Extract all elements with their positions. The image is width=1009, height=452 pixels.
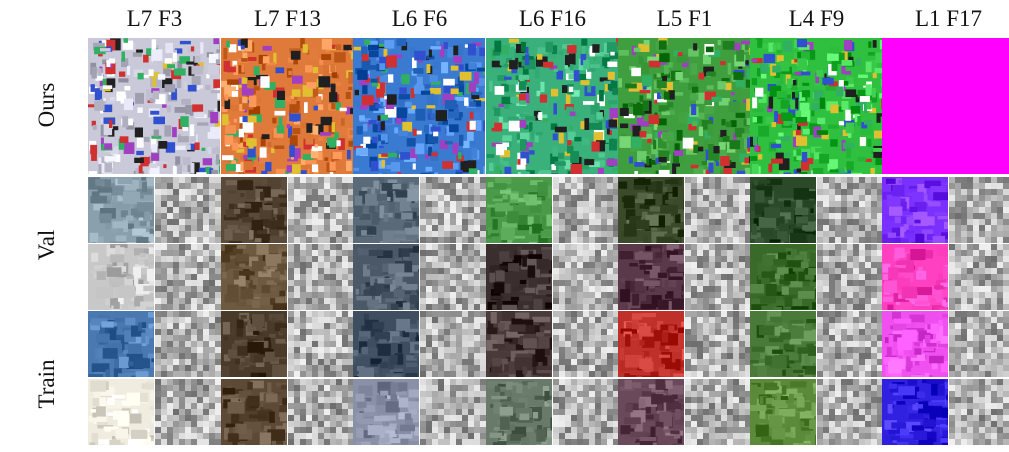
example-image-r1-c2 xyxy=(353,244,419,310)
example-image-r1-c5 xyxy=(750,244,816,310)
ours-visualization-4 xyxy=(618,38,750,174)
attribution-map-r0-c4 xyxy=(685,177,751,243)
attribution-map-r2-c4 xyxy=(685,311,751,377)
ours-visualization-6 xyxy=(882,38,1009,174)
visualization-grid xyxy=(88,38,1009,452)
example-image-r0-c0 xyxy=(88,177,154,243)
example-image-r3-c3 xyxy=(486,379,552,445)
column-header-6: L1 F17 xyxy=(914,6,983,31)
attribution-map-r3-c6 xyxy=(949,379,1009,445)
example-image-r1-c1 xyxy=(221,244,287,310)
column-header-5: L4 F9 xyxy=(788,6,845,31)
row-label-train: Train xyxy=(34,359,59,409)
attribution-map-r1-c1 xyxy=(288,244,354,310)
example-image-r2-c1 xyxy=(221,311,287,377)
row-label-val: Val xyxy=(34,229,59,261)
example-image-r2-c3 xyxy=(486,311,552,377)
example-image-r1-c6 xyxy=(882,244,948,310)
ours-visualization-0 xyxy=(88,38,220,174)
attribution-map-r0-c5 xyxy=(817,177,883,243)
example-image-r0-c3 xyxy=(486,177,552,243)
attribution-map-r0-c1 xyxy=(288,177,354,243)
example-image-r2-c5 xyxy=(750,311,816,377)
column-header-0: L7 F3 xyxy=(126,6,183,31)
ours-visualization-1 xyxy=(221,38,353,174)
example-image-r3-c0 xyxy=(88,379,154,445)
column-header-2: L6 F6 xyxy=(391,6,448,31)
attribution-map-r2-c3 xyxy=(553,311,619,377)
attribution-map-r0-c0 xyxy=(155,177,221,243)
example-image-r0-c6 xyxy=(882,177,948,243)
attribution-map-r1-c2 xyxy=(420,244,486,310)
attribution-map-r1-c3 xyxy=(553,244,619,310)
ours-visualization-3 xyxy=(486,38,618,174)
example-image-r3-c6 xyxy=(882,379,948,445)
attribution-map-r0-c2 xyxy=(420,177,486,243)
attribution-map-r2-c0 xyxy=(155,311,221,377)
example-image-r0-c2 xyxy=(353,177,419,243)
attribution-map-r1-c6 xyxy=(949,244,1009,310)
attribution-map-r1-c0 xyxy=(155,244,221,310)
example-image-r1-c0 xyxy=(88,244,154,310)
attribution-map-r2-c2 xyxy=(420,311,486,377)
attribution-map-r2-c5 xyxy=(817,311,883,377)
example-image-r3-c5 xyxy=(750,379,816,445)
attribution-map-r1-c4 xyxy=(685,244,751,310)
example-image-r2-c4 xyxy=(618,311,684,377)
attribution-map-r3-c1 xyxy=(288,379,354,445)
attribution-map-r0-c6 xyxy=(949,177,1009,243)
example-image-r3-c4 xyxy=(618,379,684,445)
example-image-r2-c2 xyxy=(353,311,419,377)
attribution-map-r3-c4 xyxy=(685,379,751,445)
column-header-4: L5 F1 xyxy=(656,6,713,31)
example-image-r1-c3 xyxy=(486,244,552,310)
attribution-map-r2-c1 xyxy=(288,311,354,377)
attribution-map-r3-c0 xyxy=(155,379,221,445)
ours-visualization-2 xyxy=(353,38,485,174)
example-image-r3-c2 xyxy=(353,379,419,445)
example-image-r2-c6 xyxy=(882,311,948,377)
attribution-map-r3-c3 xyxy=(553,379,619,445)
ours-visualization-5 xyxy=(750,38,882,174)
example-image-r0-c5 xyxy=(750,177,816,243)
example-image-r0-c1 xyxy=(221,177,287,243)
attribution-map-r3-c2 xyxy=(420,379,486,445)
example-image-r0-c4 xyxy=(618,177,684,243)
attribution-map-r2-c6 xyxy=(949,311,1009,377)
column-header-3: L6 F16 xyxy=(518,6,587,31)
attribution-map-r3-c5 xyxy=(817,379,883,445)
row-label-ours: Ours xyxy=(34,82,59,128)
column-header-1: L7 F13 xyxy=(253,6,322,31)
example-image-r2-c0 xyxy=(88,311,154,377)
attribution-map-r1-c5 xyxy=(817,244,883,310)
example-image-r3-c1 xyxy=(221,379,287,445)
example-image-r1-c4 xyxy=(618,244,684,310)
attribution-map-r0-c3 xyxy=(553,177,619,243)
